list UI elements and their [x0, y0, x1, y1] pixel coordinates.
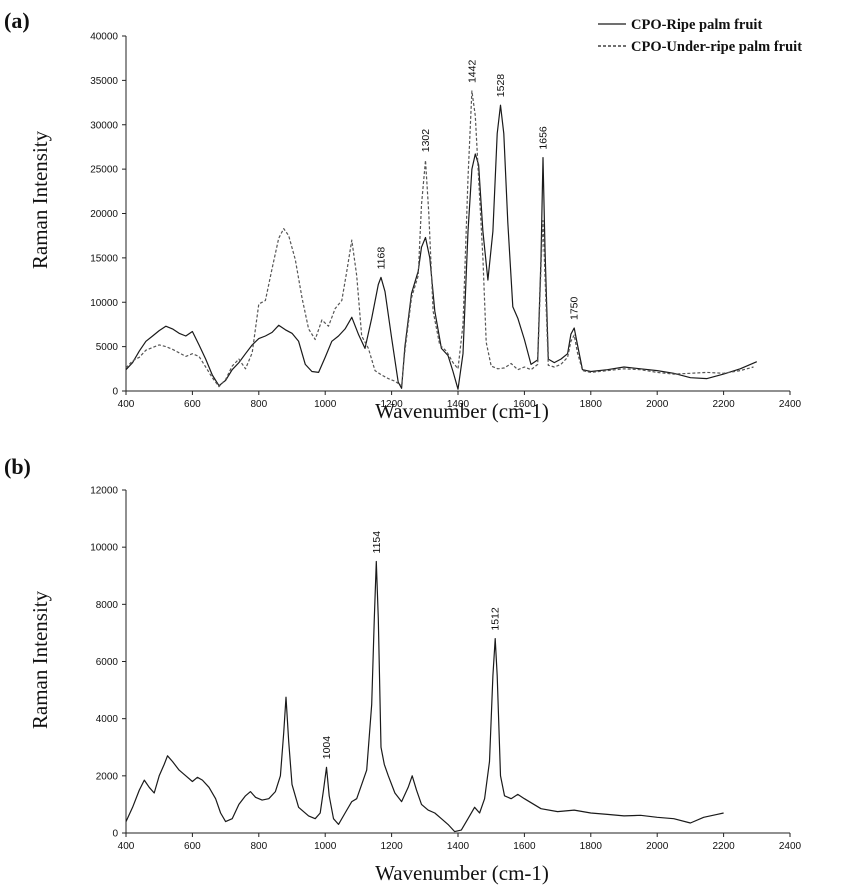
- peak-label: 1528: [495, 74, 507, 98]
- panel-b-chart: (b) 400 600 800 1000 1200 1400 1600 1800 2000 220…: [4, 454, 802, 885]
- x-tick-label: 1200: [380, 841, 403, 852]
- x-tick-label: 1000: [314, 841, 337, 852]
- legend-label-underripe: CPO-Under-ripe palm fruit: [631, 39, 802, 55]
- y-tick-label: 25000: [90, 165, 118, 176]
- x-tick-label: 800: [250, 399, 267, 410]
- y-tick-label: 6000: [96, 657, 119, 668]
- panel-a-legend: CPO-Ripe palm fruit CPO-Under-ripe palm …: [598, 17, 802, 55]
- x-tick-label: 1200: [380, 399, 403, 410]
- legend-label-ripe: CPO-Ripe palm fruit: [631, 17, 762, 33]
- y-tick-label: 10000: [90, 543, 118, 554]
- x-tick-label: 2200: [712, 841, 735, 852]
- x-tick-label: 800: [250, 841, 267, 852]
- series-line-1: [125, 560, 724, 833]
- panel-a-ticks: 400 600 800 1000 1200 1400 1600 1800 2000 2200 240…: [90, 32, 801, 411]
- panel-a-y-axis-title: Raman Intensity: [28, 130, 52, 269]
- x-tick-label: 1400: [447, 399, 470, 410]
- x-tick-label: 1800: [580, 399, 603, 410]
- panel-b-annotations: 1004 1154 1512: [321, 531, 502, 760]
- panel-b-x-axis-title: Wavenumber (cm-1): [375, 861, 549, 885]
- panel-b-series: [125, 560, 724, 833]
- x-tick-label: 1400: [447, 841, 470, 852]
- y-tick-label: 40000: [90, 32, 118, 43]
- y-tick-label: 4000: [96, 714, 119, 725]
- x-tick-label: 600: [184, 399, 201, 410]
- y-tick-label: 20000: [90, 209, 118, 220]
- peak-label: 1004: [321, 736, 333, 760]
- y-tick-label: 8000: [96, 600, 119, 611]
- panel-b-label: (b): [4, 454, 31, 479]
- x-tick-label: 600: [184, 841, 201, 852]
- panel-a-series: [125, 90, 758, 390]
- x-tick-label: 1600: [513, 841, 536, 852]
- x-tick-label: 2200: [712, 399, 735, 410]
- y-tick-label: 10000: [90, 298, 118, 309]
- panel-b-ticks: 400 600 800 1000 1200 1400 1600 1800 2000 2200 240…: [90, 486, 801, 853]
- y-tick-label: 15000: [90, 253, 118, 264]
- x-tick-label: 1000: [314, 399, 337, 410]
- series-line-1: [125, 104, 758, 390]
- x-tick-label: 400: [118, 841, 135, 852]
- peak-label: 1750: [569, 296, 581, 320]
- y-tick-label: 0: [112, 387, 118, 398]
- x-tick-label: 2000: [646, 399, 669, 410]
- x-tick-label: 400: [118, 399, 135, 410]
- y-tick-label: 12000: [90, 486, 118, 497]
- peak-label: 1512: [490, 607, 502, 631]
- peak-label: 1656: [537, 126, 549, 150]
- panel-a-chart: (a) 400 600 800 1000 1200 1400 1600 1800 2000 220…: [4, 8, 802, 423]
- y-tick-label: 35000: [90, 76, 118, 87]
- panel-b-y-axis-title: Raman Intensity: [28, 590, 52, 729]
- y-tick-label: 30000: [90, 120, 118, 131]
- panel-a-label: (a): [4, 8, 30, 33]
- series-line-2: [125, 90, 754, 388]
- peak-label: 1154: [371, 531, 383, 554]
- x-tick-label: 1600: [513, 399, 536, 410]
- panel-a-x-axis-title: Wavenumber (cm-1): [375, 399, 549, 423]
- x-tick-label: 2400: [779, 399, 802, 410]
- x-tick-label: 2400: [779, 841, 802, 852]
- x-tick-label: 2000: [646, 841, 669, 852]
- x-tick-label: 1800: [580, 841, 603, 852]
- y-tick-label: 0: [112, 829, 118, 840]
- peak-label: 1168: [375, 247, 387, 270]
- y-tick-label: 2000: [96, 771, 119, 782]
- y-tick-label: 5000: [96, 342, 119, 353]
- peak-label: 1442: [466, 60, 478, 84]
- panel-a-axes: [125, 36, 790, 392]
- peak-label: 1302: [420, 129, 432, 153]
- panel-b-axes: [125, 490, 790, 834]
- panel-a-annotations: 1168 1302 1442 1528 1656 1750: [375, 60, 580, 320]
